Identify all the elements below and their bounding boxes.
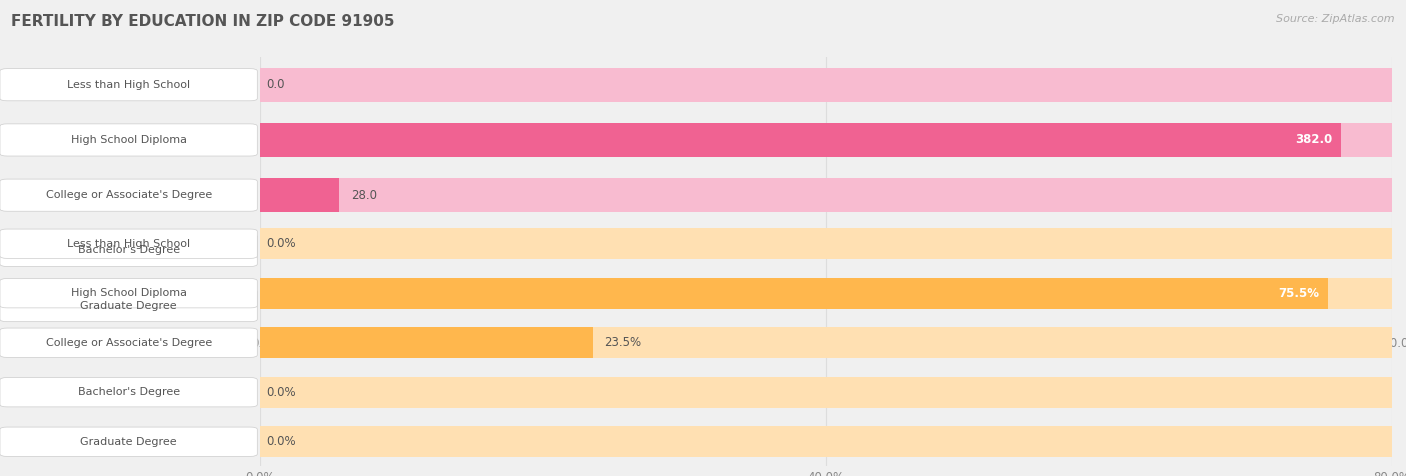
Bar	[260, 228, 1392, 259]
Text: 0.0%: 0.0%	[266, 237, 295, 250]
Text: Graduate Degree: Graduate Degree	[80, 436, 177, 447]
Text: 0.0%: 0.0%	[266, 435, 295, 448]
Bar	[260, 377, 1392, 407]
Text: Bachelor's Degree: Bachelor's Degree	[77, 245, 180, 256]
Text: College or Associate's Degree: College or Associate's Degree	[45, 190, 212, 200]
Bar	[260, 327, 592, 358]
Text: Less than High School: Less than High School	[67, 238, 190, 249]
Bar	[260, 178, 1392, 212]
Bar	[260, 278, 1329, 308]
Text: 0.0%: 0.0%	[266, 386, 295, 399]
Text: 75.5%: 75.5%	[1278, 287, 1319, 300]
Text: 0.0: 0.0	[266, 78, 284, 91]
Bar	[260, 178, 339, 212]
Text: College or Associate's Degree: College or Associate's Degree	[45, 337, 212, 348]
Text: 28.0: 28.0	[350, 188, 377, 202]
Text: Less than High School: Less than High School	[67, 79, 190, 90]
Text: 23.5%: 23.5%	[605, 336, 641, 349]
Text: Source: ZipAtlas.com: Source: ZipAtlas.com	[1277, 14, 1395, 24]
Bar	[260, 123, 1392, 157]
Bar	[260, 426, 1392, 457]
Bar	[260, 233, 1392, 268]
Bar	[260, 327, 1392, 358]
Text: Graduate Degree: Graduate Degree	[80, 300, 177, 311]
Text: Bachelor's Degree: Bachelor's Degree	[77, 387, 180, 397]
Bar	[260, 123, 1341, 157]
Text: 0.0: 0.0	[266, 244, 284, 257]
Text: FERTILITY BY EDUCATION IN ZIP CODE 91905: FERTILITY BY EDUCATION IN ZIP CODE 91905	[11, 14, 395, 30]
Text: 382.0: 382.0	[1295, 133, 1331, 147]
Text: 0.0: 0.0	[266, 299, 284, 312]
Text: High School Diploma: High School Diploma	[70, 288, 187, 298]
Bar	[260, 278, 1392, 308]
Text: High School Diploma: High School Diploma	[70, 135, 187, 145]
Bar	[260, 68, 1392, 102]
Bar	[260, 288, 1392, 323]
